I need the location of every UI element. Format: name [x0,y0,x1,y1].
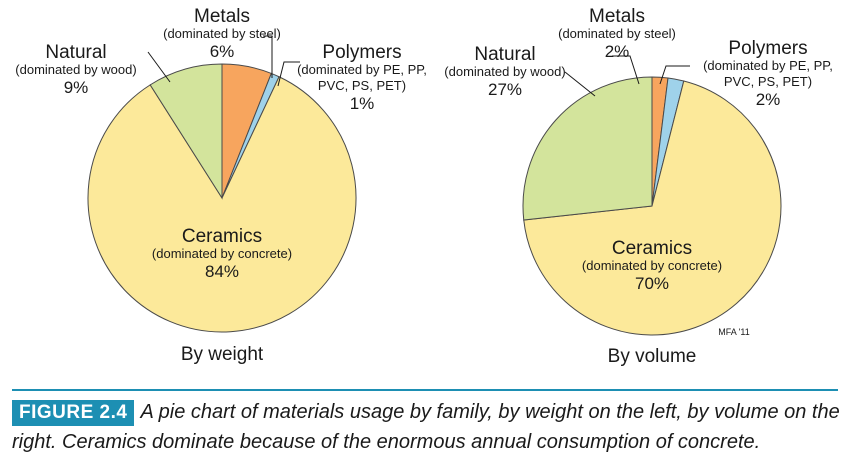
slice-note: (dominated by wood) [444,64,565,79]
slice-percent: 2% [605,42,630,61]
slice-name: Metals [194,6,250,27]
pie-charts: Ceramics(dominated by concrete)84%Natura… [15,6,833,367]
slice-percent: 70% [635,274,669,293]
leader-line-polymers [659,65,690,85]
slice-label-ceramics: Ceramics(dominated by concrete)70% [582,238,722,293]
slice-name: Polymers [322,42,401,63]
pie-slice-natural [149,63,223,200]
figure-label: FIGURE 2.4 [12,400,135,426]
caption-text: A pie chart of materials usage by family… [12,401,840,453]
slice-note: PVC, PS, PET) [724,74,812,89]
slice-percent: 6% [210,42,235,61]
leader-line-metals [612,55,640,85]
figure-caption: FIGURE 2.4 A pie chart of materials usage… [12,397,840,457]
slice-label-metals: Metals(dominated by steel)2% [558,6,676,61]
pie-title: By weight [181,344,264,365]
pie-slice-natural [522,76,653,221]
slice-percent: 9% [64,78,89,97]
slice-name: Ceramics [182,226,262,247]
slice-note: (dominated by wood) [15,62,136,77]
slice-name: Ceramics [612,238,692,259]
slice-label-ceramics: Ceramics(dominated by concrete)84% [152,226,292,281]
leader-line-natural [564,71,596,97]
slice-note: (dominated by PE, PP, [703,58,833,73]
slice-percent: 27% [488,80,522,99]
slice-name: Natural [45,42,106,63]
slice-name: Polymers [728,38,807,59]
slice-note: (dominated by steel) [558,26,676,41]
slice-name: Metals [589,6,645,27]
slice-note: (dominated by PE, PP, [297,62,427,77]
slice-note: (dominated by steel) [163,26,281,41]
slice-note: (dominated by concrete) [152,246,292,261]
slice-name: Natural [474,44,535,65]
slice-label-polymers: Polymers(dominated by PE, PP,PVC, PS, PE… [703,38,833,109]
slice-label-natural: Natural(dominated by wood)27% [444,44,565,99]
credit-text: MFA '11 [718,327,750,337]
caption-rule [12,389,838,391]
slice-percent: 2% [756,90,781,109]
slice-label-polymers: Polymers(dominated by PE, PP,PVC, PS, PE… [297,42,427,113]
pie-slice-ceramics [87,76,357,333]
slice-label-metals: Metals(dominated by steel)6% [163,6,281,61]
slice-note: PVC, PS, PET) [318,78,406,93]
pie-slice-ceramics [523,80,782,336]
leader-line-polymers [277,61,300,87]
slice-label-natural: Natural(dominated by wood)9% [15,42,136,97]
leader-line-metals [263,35,273,78]
slice-percent: 1% [350,94,375,113]
slice-percent: 84% [205,262,239,281]
leader-line-natural [147,51,171,83]
pie-title: By volume [608,346,697,367]
slice-note: (dominated by concrete) [582,258,722,273]
